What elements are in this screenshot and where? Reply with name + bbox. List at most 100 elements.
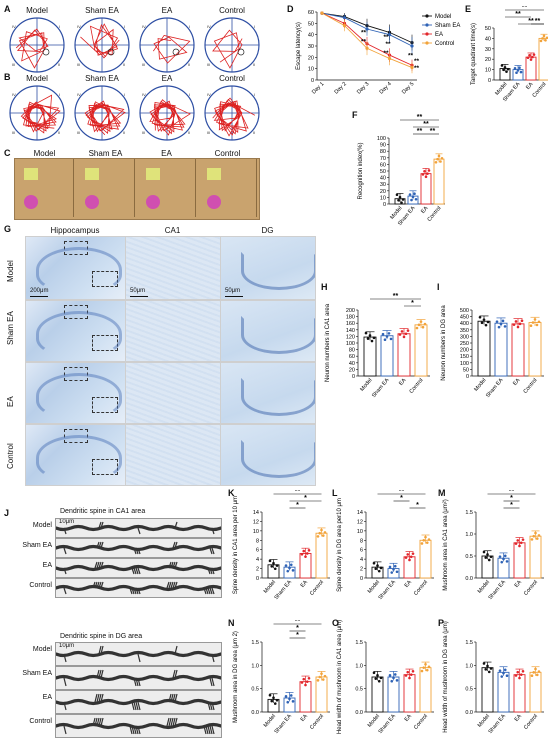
spine-protrusion <box>100 717 104 727</box>
spine-protrusion <box>135 547 139 555</box>
data-point <box>532 53 536 56</box>
spine-protrusion <box>133 567 137 575</box>
x-tick-label: Sham EA <box>274 713 294 735</box>
y-tick-label: 20 <box>308 55 314 61</box>
data-point <box>409 673 413 676</box>
data-point <box>288 697 291 701</box>
histology-row-label: Model <box>6 259 15 282</box>
data-point <box>529 324 533 328</box>
data-point <box>320 528 323 532</box>
data-point <box>437 154 441 158</box>
significance-stars: ** <box>522 6 528 11</box>
maze-group-label: Control <box>219 74 245 83</box>
y-tick-label: 0.0 <box>465 576 473 582</box>
spine-protrusion <box>172 693 176 703</box>
x-tick-label: EA <box>300 579 310 589</box>
data-point <box>514 320 518 323</box>
spine-protrusion <box>131 725 135 735</box>
data-point <box>487 558 491 562</box>
dentate-gyrus-band <box>241 316 315 354</box>
bar <box>477 320 491 377</box>
maze-group-label: Model <box>26 6 48 15</box>
y-tick-label: 150 <box>460 354 469 360</box>
data-point <box>427 665 431 669</box>
y-tick-label: 80 <box>380 149 386 155</box>
y-tick-label: 100 <box>346 341 355 347</box>
spine-image: 10μm <box>55 518 222 538</box>
bar <box>403 674 416 713</box>
scale-bar-label: 200μm <box>30 288 49 294</box>
data-point <box>480 321 484 325</box>
quadrant-label: III <box>12 130 15 135</box>
bar <box>419 667 432 713</box>
y-tick-label: 8 <box>360 538 363 544</box>
data-point <box>388 565 392 569</box>
data-point <box>503 66 507 69</box>
data-point <box>304 683 307 687</box>
spine-protrusion <box>211 677 215 687</box>
maze-group-label: Sham EA <box>85 74 119 83</box>
significance-stars: ** <box>509 490 515 495</box>
data-point <box>515 71 518 75</box>
dentate-gyrus-band <box>241 252 315 290</box>
data-point <box>368 334 372 337</box>
data-point <box>402 335 406 339</box>
data-point <box>300 552 304 556</box>
histology-row-label: EA <box>6 395 15 407</box>
significance-stars: * <box>510 502 513 509</box>
spine-protrusion <box>166 581 170 589</box>
spine-protrusion <box>211 725 215 735</box>
y-tick-label: 60 <box>380 162 386 168</box>
significance-stars: * <box>296 502 299 509</box>
data-point <box>400 330 404 333</box>
panel-letter-e: E <box>465 4 472 14</box>
data-point <box>364 331 368 335</box>
spine-row-label: Control <box>29 582 52 589</box>
y-tick-label: 40 <box>485 36 491 42</box>
y-tick-label: 2 <box>360 567 363 573</box>
bar <box>538 37 548 81</box>
data-point <box>272 696 275 700</box>
spine-dendrite <box>56 521 221 535</box>
data-point <box>537 534 541 537</box>
x-tick-label: Model <box>367 579 381 594</box>
spine-protrusion <box>137 701 141 711</box>
data-point <box>423 169 426 173</box>
legend-label: Control <box>435 41 454 47</box>
significance-stars: * <box>304 495 307 502</box>
arena-group-label: Sham EA <box>88 149 123 158</box>
x-tick-label: Control <box>532 81 548 98</box>
data-point <box>532 534 536 538</box>
data-point <box>270 565 274 568</box>
x-tick-label: Day 3 <box>356 81 370 95</box>
x-tick-label: Control <box>413 579 429 596</box>
data-point <box>535 537 539 540</box>
quadrant-label: III <box>12 62 15 67</box>
spine-protrusion <box>170 693 174 703</box>
spine-protrusion <box>98 541 102 549</box>
spine-protrusion <box>96 581 100 589</box>
dendrite-shaft <box>56 698 221 706</box>
data-point <box>385 335 389 338</box>
y-tick-label: 30 <box>308 44 314 50</box>
novel-object <box>24 195 38 209</box>
quadrant-label: I <box>59 24 60 29</box>
histology-row-label: Sham EA <box>6 310 15 345</box>
y-tick-label: 90 <box>380 143 386 149</box>
y-tick-label: 500 <box>460 308 469 314</box>
spine-dg-title: Dendritic spine in DG area <box>60 633 143 640</box>
spine-protrusion <box>100 521 104 529</box>
data-point <box>408 676 411 680</box>
data-point <box>289 563 293 567</box>
series-point <box>387 56 392 61</box>
data-point <box>495 320 499 323</box>
spine-row-label: Model <box>32 646 52 653</box>
panel-letter-k: K <box>228 488 235 498</box>
spine-protrusion <box>209 701 213 711</box>
histology-column-title: Hippocampus <box>50 226 100 235</box>
data-point <box>544 38 547 42</box>
data-point <box>502 671 505 675</box>
